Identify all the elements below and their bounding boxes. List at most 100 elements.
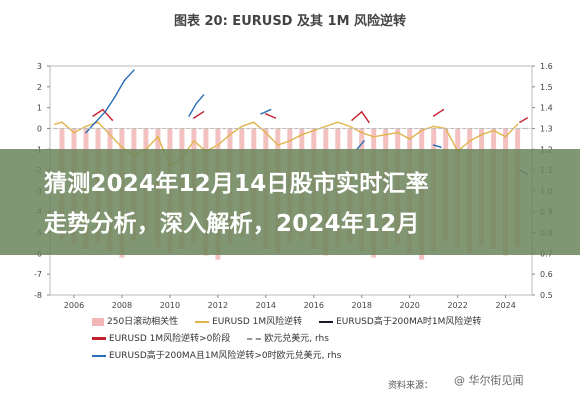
series-point-3 [274,117,277,119]
headline-line-2: 走势分析，深入解析，2024年12月 [44,211,420,237]
series-point-2 [54,123,56,126]
left-tick-label: 3 [37,62,42,71]
legend-label-4: EURUSD 1M风险逆转>0阶段 [109,334,231,344]
x-tick-label: 2014 [256,301,276,310]
x-tick-label: 2006 [64,301,84,310]
right-tick-label: 0.6 [540,270,553,279]
series-point-2 [313,129,315,132]
series-point-2 [277,144,279,146]
series-point-2 [504,136,507,138]
series-point-2 [253,121,255,123]
series-point-3 [265,113,267,115]
legend-item-4: EURUSD 1M风险逆转>0阶段 [92,334,230,344]
series-line-3 [351,110,370,123]
x-tick-label: 2018 [352,301,372,310]
series-point-3 [111,119,114,121]
left-tick-label: -8 [34,291,42,300]
series-point-2 [109,133,111,136]
series-point-2 [85,125,87,128]
left-tick-label: 2 [37,83,42,92]
x-tick-label: 2010 [160,301,180,310]
series-point-2 [289,140,291,142]
series-point-4 [432,144,435,146]
legend-label-5: 欧元兑美元, rhs [264,334,329,344]
series-point-4 [123,79,126,82]
legend-swatch-3 [319,320,334,323]
watermark: @ 华尔街见闻 [454,374,524,387]
legend-row-1: 250日滚动相关性 EURUSD 1M风险逆转 EURUSD高于200MA时1M… [92,314,495,327]
series-point-2 [301,133,303,136]
series-point-2 [157,136,159,138]
series-line-3 [519,117,528,123]
legend-label-6: EURUSD高于200MA且1M风险逆转>0时欧元兑美元, rhs [109,351,342,361]
series-point-2 [337,121,339,123]
series-point-2 [325,125,327,128]
left-tick-label: 0 [37,124,42,133]
legend-swatch-2 [195,320,210,323]
series-point-2 [408,138,411,140]
series-point-4 [85,131,87,134]
series-point-2 [241,125,243,128]
legend-item-2: EURUSD 1M风险逆转 [195,317,302,327]
x-tick-label: 2024 [495,301,515,310]
x-tick-label: 2016 [304,301,324,310]
series-line-3 [193,111,204,119]
legend-label-3: EURUSD高于200MA时1M风险逆转 [336,317,482,327]
series-point-2 [420,129,423,132]
series-point-3 [351,119,353,121]
series-point-4 [260,113,262,115]
series-point-4 [188,115,190,117]
series-point-2 [384,133,387,136]
right-tick-label: 1.5 [540,83,553,92]
legend-label-2: EURUSD 1M风险逆转 [212,317,303,327]
series-point-2 [432,125,435,128]
left-tick-label: -7 [34,270,42,279]
series-line-4 [260,109,271,115]
series-point-3 [519,121,521,123]
source-note: 资料来源： [388,381,434,391]
series-point-4 [133,69,135,71]
left-tick-label: 1 [37,104,42,113]
series-point-2 [97,121,99,123]
series-point-3 [526,117,528,119]
legend-label-1: 250日滚动相关性 [107,317,179,327]
series-line-3 [265,113,276,119]
series-point-3 [92,115,94,117]
series-point-4 [269,108,272,111]
series-point-3 [202,111,205,113]
x-tick-label: 2022 [447,301,467,310]
right-tick-label: 0.5 [540,291,553,300]
legend-swatch-4 [92,337,106,340]
series-point-3 [102,108,104,111]
series-point-4 [202,94,205,96]
series-point-2 [61,121,63,123]
series-point-2 [349,125,351,128]
legend-item-5: 欧元兑美元, rhs [247,334,329,344]
legend-swatch-1 [92,317,104,326]
series-point-2 [193,140,195,142]
series-point-4 [195,102,198,105]
series-point-2 [396,131,399,134]
series-point-2 [121,146,123,148]
legend-item-6: EURUSD高于200MA且1M风险逆转>0时欧元兑美元, rhs [92,351,341,361]
series-line-4 [433,144,442,148]
legend-item-1: 250日滚动相关性 [92,317,178,327]
legend-item-3: EURUSD高于200MA时1M风险逆转 [319,317,481,327]
series-point-2 [516,123,519,126]
x-tick-label: 2020 [400,301,420,310]
chart-title: 图表 20: EURUSD 及其 1M 风险逆转 [173,14,407,29]
series-point-3 [442,108,445,111]
headline-overlay [0,149,580,255]
series-point-3 [368,121,370,123]
series-point-2 [217,144,219,146]
series-line-3 [433,109,444,117]
headline-line-1: 猜测2024年12月14日股市实时汇率 [44,171,429,197]
x-tick-label: 2008 [112,301,132,310]
legend-row-2: EURUSD 1M风险逆转>0阶段 欧元兑美元, rhs [92,331,343,344]
series-point-3 [193,117,195,119]
series-point-4 [363,140,365,142]
series-point-4 [113,96,116,98]
series-point-2 [360,131,363,134]
series-point-2 [229,133,231,136]
